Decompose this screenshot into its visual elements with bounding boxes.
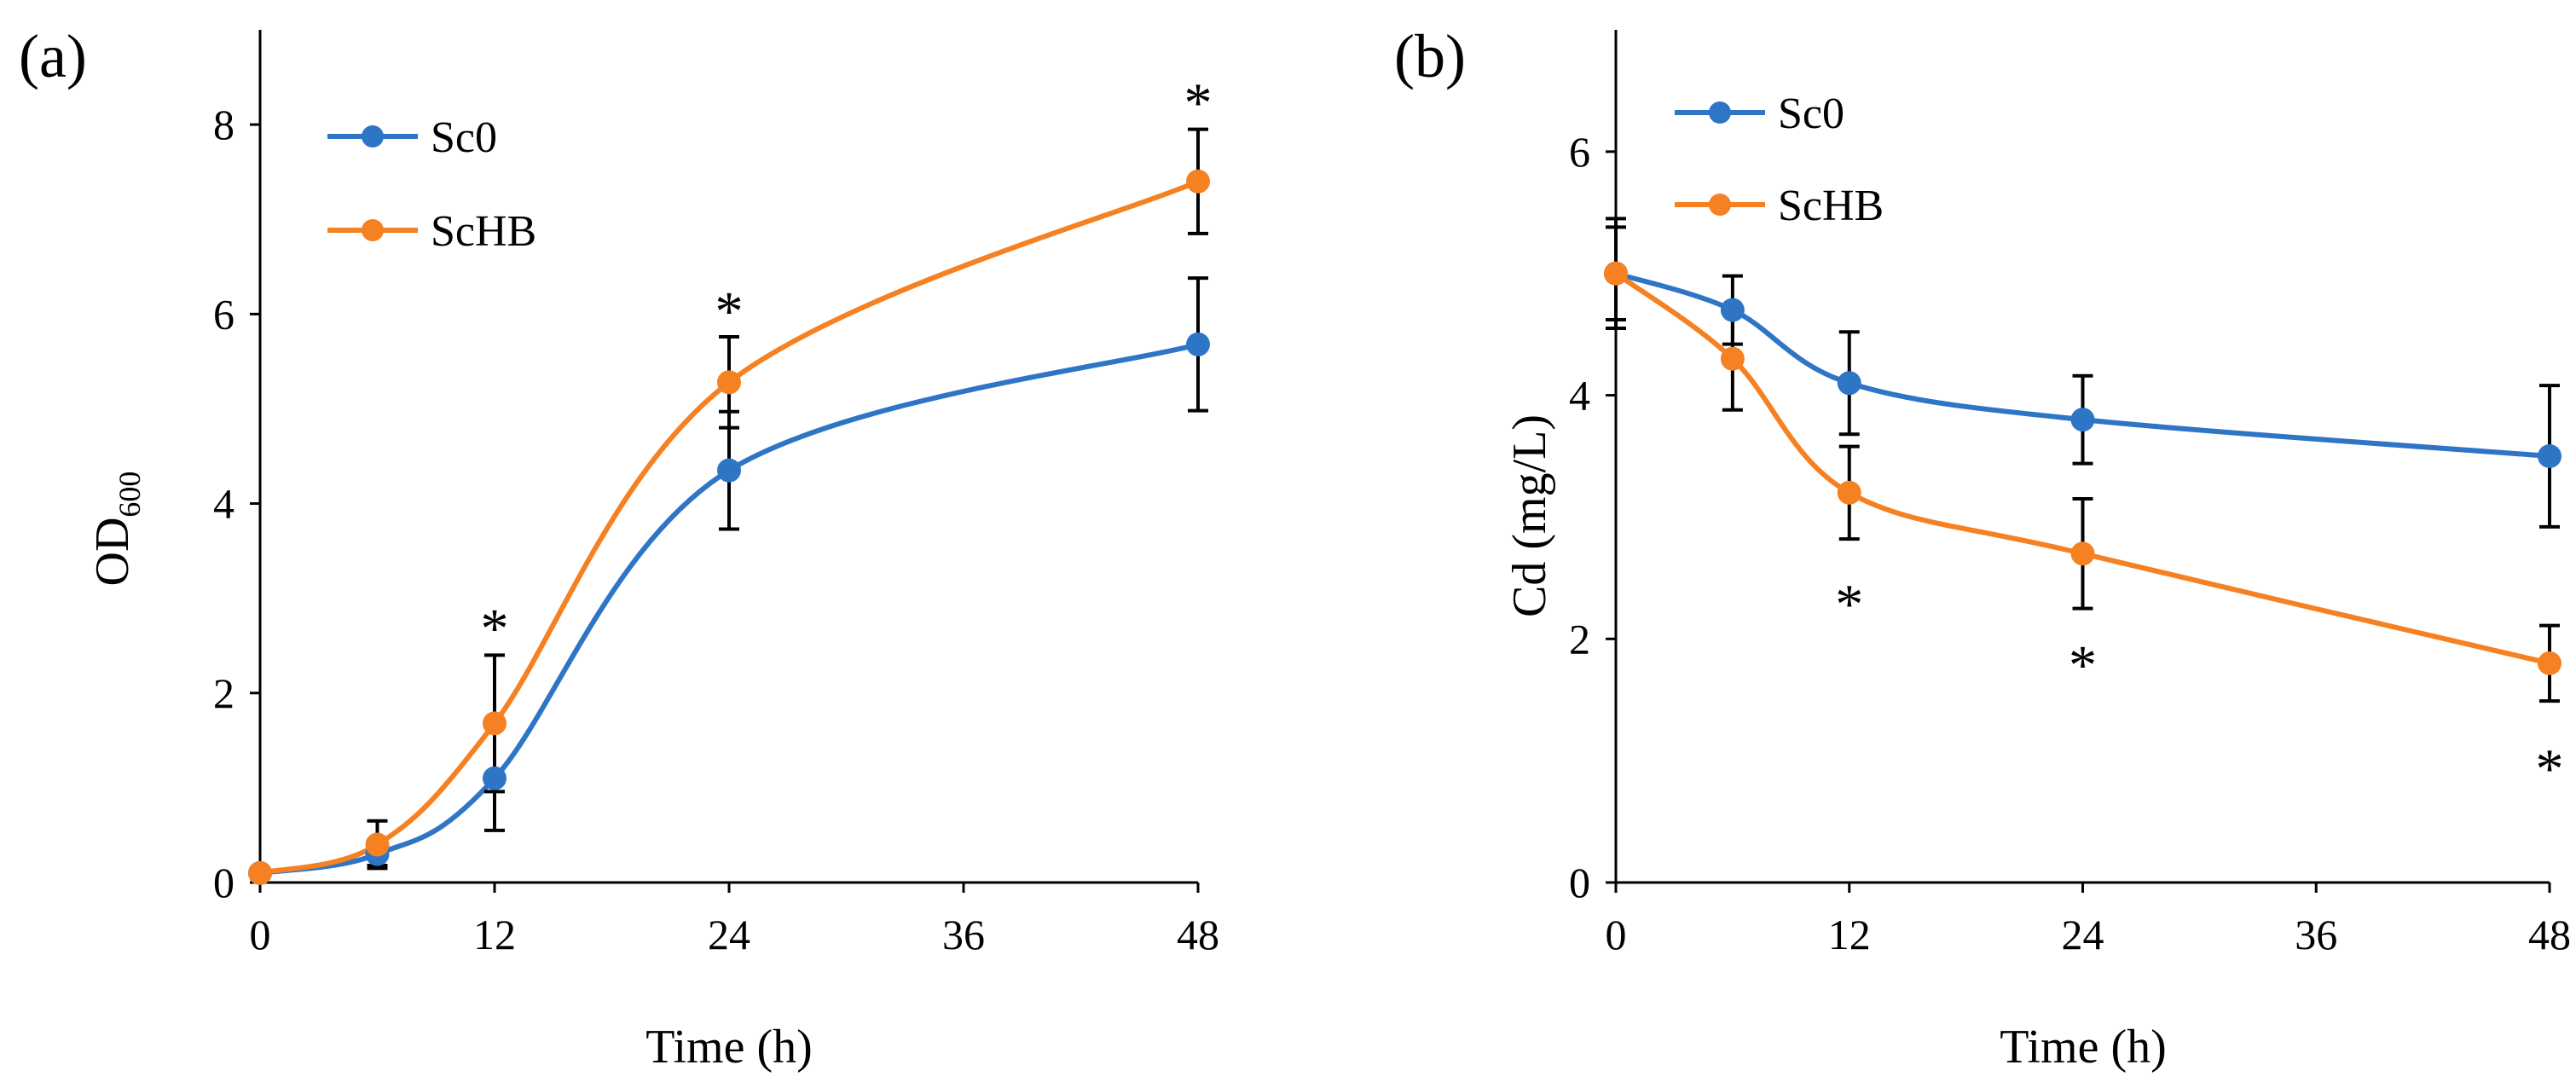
data-point-sc0: [1720, 298, 1745, 322]
legend-label-sc0: Sc0: [431, 113, 497, 162]
legend-entry-schb: ScHB: [327, 207, 536, 256]
data-points: [1604, 261, 2562, 675]
data-point-sc0: [717, 458, 741, 483]
x-tick-label: 48: [2528, 911, 2571, 958]
legend-entry-schb: ScHB: [1675, 182, 1884, 230]
legend: Sc0 ScHB: [327, 113, 536, 256]
significance-star: *: [2069, 634, 2097, 697]
legend-label-sc0: Sc0: [1778, 90, 1844, 138]
panel-label: (b): [1394, 22, 1466, 90]
x-tick-label: 0: [250, 911, 271, 958]
y-tick-label: 2: [1569, 615, 1590, 663]
y-tick-label: 0: [213, 859, 234, 906]
y-tick-label: 2: [213, 669, 234, 717]
x-tick-label: 12: [1828, 911, 1871, 958]
y-tick-label: 6: [1569, 128, 1590, 176]
significance-markers: * * *: [481, 72, 1213, 660]
legend-label-schb: ScHB: [431, 207, 536, 256]
series-line-schb: [1614, 271, 2550, 666]
legend-swatch-marker: [1709, 101, 1731, 124]
legend-entry-sc0: Sc0: [1675, 90, 1844, 138]
data-points: [248, 169, 1210, 885]
legend-label-schb: ScHB: [1778, 182, 1884, 230]
data-point-schb: [1604, 261, 1628, 286]
data-point-schb: [2070, 541, 2095, 566]
error-bars: [250, 127, 1208, 880]
error-bars: [1606, 217, 2560, 703]
y-axis-title-main: Cd (mg/L): [1503, 414, 1556, 617]
legend-swatch-marker: [362, 125, 384, 148]
data-point-sc0: [483, 766, 507, 790]
significance-star: *: [715, 281, 744, 343]
y-axis-title-main: OD: [86, 518, 139, 587]
legend-swatch-marker: [1709, 194, 1731, 216]
y-tick-label: 4: [213, 480, 234, 528]
significance-markers: * * *: [1835, 573, 2563, 800]
data-point-schb: [1837, 480, 1861, 505]
significance-star: *: [1184, 72, 1213, 134]
y-axis-title-subscript: 600: [113, 472, 147, 518]
x-tick-label: 36: [2295, 911, 2337, 958]
y-axis-ticks: 0 2 4 6 8: [213, 101, 260, 906]
y-axis-title: OD600: [86, 472, 147, 587]
data-point-sc0: [2070, 408, 2095, 432]
data-point-schb: [248, 860, 272, 885]
y-tick-label: 4: [1569, 372, 1590, 420]
data-point-schb: [1720, 346, 1745, 371]
significance-star: *: [1835, 573, 1863, 635]
x-tick-label: 12: [473, 911, 516, 958]
data-point-schb: [2538, 651, 2562, 675]
y-tick-label: 6: [213, 290, 234, 338]
data-point-schb: [483, 711, 507, 736]
x-axis-title: Time (h): [2000, 1021, 2167, 1074]
y-tick-label: 0: [1569, 859, 1590, 906]
significance-star: *: [481, 598, 509, 660]
y-axis-title: Cd (mg/L): [1503, 414, 1556, 617]
data-point-schb: [1186, 169, 1210, 194]
panel-label: (a): [19, 22, 87, 90]
legend: Sc0 ScHB: [1675, 90, 1884, 230]
x-tick-label: 24: [708, 911, 750, 958]
x-tick-label: 0: [1606, 911, 1627, 958]
y-axis-ticks: 0 2 4 6: [1569, 128, 1616, 906]
x-axis-ticks: 0 12 24 36 48: [1606, 883, 2571, 958]
x-tick-label: 48: [1177, 911, 1219, 958]
x-tick-label: 24: [2062, 911, 2104, 958]
data-point-sc0: [1837, 371, 1861, 396]
series-line-sc0: [1615, 270, 2550, 459]
data-point-schb: [717, 370, 741, 395]
x-axis-ticks: 0 12 24 36 48: [250, 883, 1219, 958]
y-tick-label: 8: [213, 101, 234, 148]
series-lines: [1614, 270, 2550, 666]
x-axis-title: Time (h): [645, 1021, 813, 1074]
legend-entry-sc0: Sc0: [327, 113, 497, 162]
legend-swatch-marker: [362, 219, 384, 241]
data-point-sc0: [1186, 332, 1210, 356]
x-tick-label: 36: [942, 911, 985, 958]
data-point-sc0: [2538, 444, 2562, 468]
significance-star: *: [2536, 738, 2564, 800]
data-point-schb: [365, 832, 390, 857]
